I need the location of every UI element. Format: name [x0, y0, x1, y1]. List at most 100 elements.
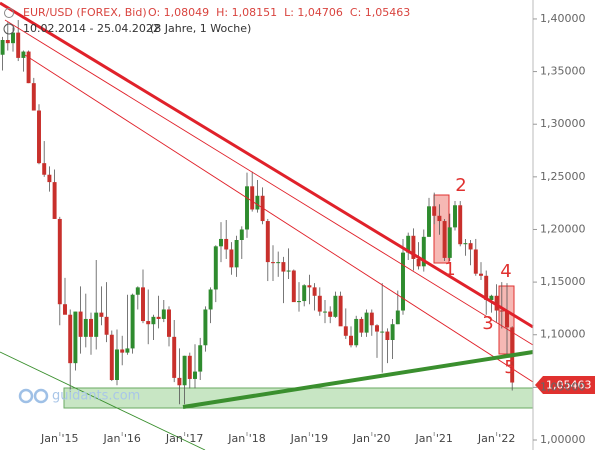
candle-body: [42, 163, 47, 175]
candle-body: [83, 318, 88, 337]
candle-body: [286, 270, 291, 272]
candle-body: [307, 285, 312, 288]
candle-body: [125, 348, 130, 353]
candle-body: [78, 311, 83, 337]
x-tick-label: Jan '15: [40, 432, 78, 445]
candle-body: [349, 335, 353, 346]
candle-body: [354, 318, 359, 346]
price-tag: [535, 376, 595, 394]
x-tick-label: Jan '17: [165, 432, 203, 445]
trend-line: [0, 351, 206, 450]
annotation: 2: [455, 175, 466, 196]
candle-body: [406, 235, 411, 253]
candle-body: [442, 221, 447, 258]
candle-body: [250, 186, 255, 210]
annotation: 4: [500, 261, 511, 282]
candle-body: [302, 285, 307, 302]
candle-body: [401, 252, 405, 311]
candle-body: [219, 238, 223, 247]
trend-line: [24, 54, 534, 383]
candle-body: [161, 309, 166, 319]
candle-body: [167, 309, 171, 337]
candle-body: [432, 206, 437, 216]
candle-body: [328, 311, 333, 317]
y-tick-label: 1,25000: [540, 170, 586, 183]
candle-body: [437, 215, 442, 222]
x-tick-label: Jan '21: [414, 432, 452, 445]
candle-body: [255, 195, 260, 210]
candle-body: [505, 311, 509, 328]
annotation: 3: [482, 313, 493, 334]
candle-body: [468, 243, 473, 250]
candle-body: [390, 324, 395, 340]
candle-body: [447, 227, 452, 258]
candle-body: [182, 355, 187, 386]
candle-body: [245, 186, 249, 230]
candle-body: [203, 309, 208, 346]
y-tick-label: 1,30000: [540, 117, 586, 130]
logo: [33, 388, 49, 404]
candle-body: [156, 316, 161, 319]
candle-body: [193, 371, 197, 379]
candle-body: [94, 312, 99, 337]
x-tick-label: Jan '22: [477, 432, 515, 445]
candle-body: [364, 312, 369, 333]
candle-body: [421, 236, 426, 267]
candle-body: [115, 349, 119, 380]
symbol: EUR/USD (FOREX, Bid): [23, 6, 147, 19]
watermark: guidants.com: [52, 389, 140, 404]
candle-body: [333, 295, 338, 317]
candle-body: [479, 273, 483, 276]
candle-body: [208, 289, 213, 310]
candle-body: [198, 345, 203, 372]
candle-body: [239, 229, 244, 240]
annotation: 5: [504, 357, 515, 378]
candle-body: [473, 249, 478, 274]
candle-body: [291, 270, 296, 303]
candle-body: [213, 246, 218, 290]
candle-body: [21, 51, 26, 58]
candle-body: [187, 355, 192, 379]
candle-body: [458, 205, 463, 245]
icon: [4, 8, 14, 18]
candle-body: [0, 40, 5, 55]
candle-body: [312, 287, 317, 296]
x-tick-label: Jan '16: [102, 432, 140, 445]
candle-body: [369, 312, 374, 326]
candle-body: [484, 275, 489, 300]
candle-body: [141, 287, 145, 322]
y-tick-label: 1,00000: [540, 433, 586, 446]
y-tick-label: 1,10000: [540, 328, 586, 341]
candle-body: [453, 205, 457, 228]
trend-line: [182, 350, 534, 409]
candle-body: [489, 295, 494, 300]
candle-body: [120, 349, 125, 353]
candle-body: [73, 311, 78, 364]
date-range: 10.02.2014 - 25.04.2022: [23, 22, 160, 35]
candle-body: [323, 311, 327, 313]
y-tick-label: 1,40000: [540, 12, 586, 25]
candle-body: [52, 182, 57, 219]
candle-body: [109, 334, 114, 380]
candle-body: [11, 32, 15, 44]
candle-body: [31, 83, 36, 111]
trend-line: [0, 1, 534, 329]
candle-body: [99, 312, 104, 317]
candle-body: [5, 40, 10, 44]
highlight-box: [433, 194, 450, 264]
candle-body: [338, 295, 343, 327]
candle-body: [317, 295, 322, 312]
candle-body: [463, 243, 468, 245]
candle-body: [411, 235, 416, 259]
y-tick-label: 1,15000: [540, 275, 586, 288]
candle-body: [172, 336, 177, 378]
ohlc: O: 1,08049 H: 1,08151 L: 1,04706 C: 1,05…: [148, 6, 410, 19]
candle-body: [265, 221, 270, 263]
candle-body: [47, 174, 52, 183]
candle-body: [104, 316, 109, 335]
x-tick-label: Jan '20: [352, 432, 390, 445]
candle-body: [297, 301, 301, 303]
icon: [3, 23, 15, 35]
